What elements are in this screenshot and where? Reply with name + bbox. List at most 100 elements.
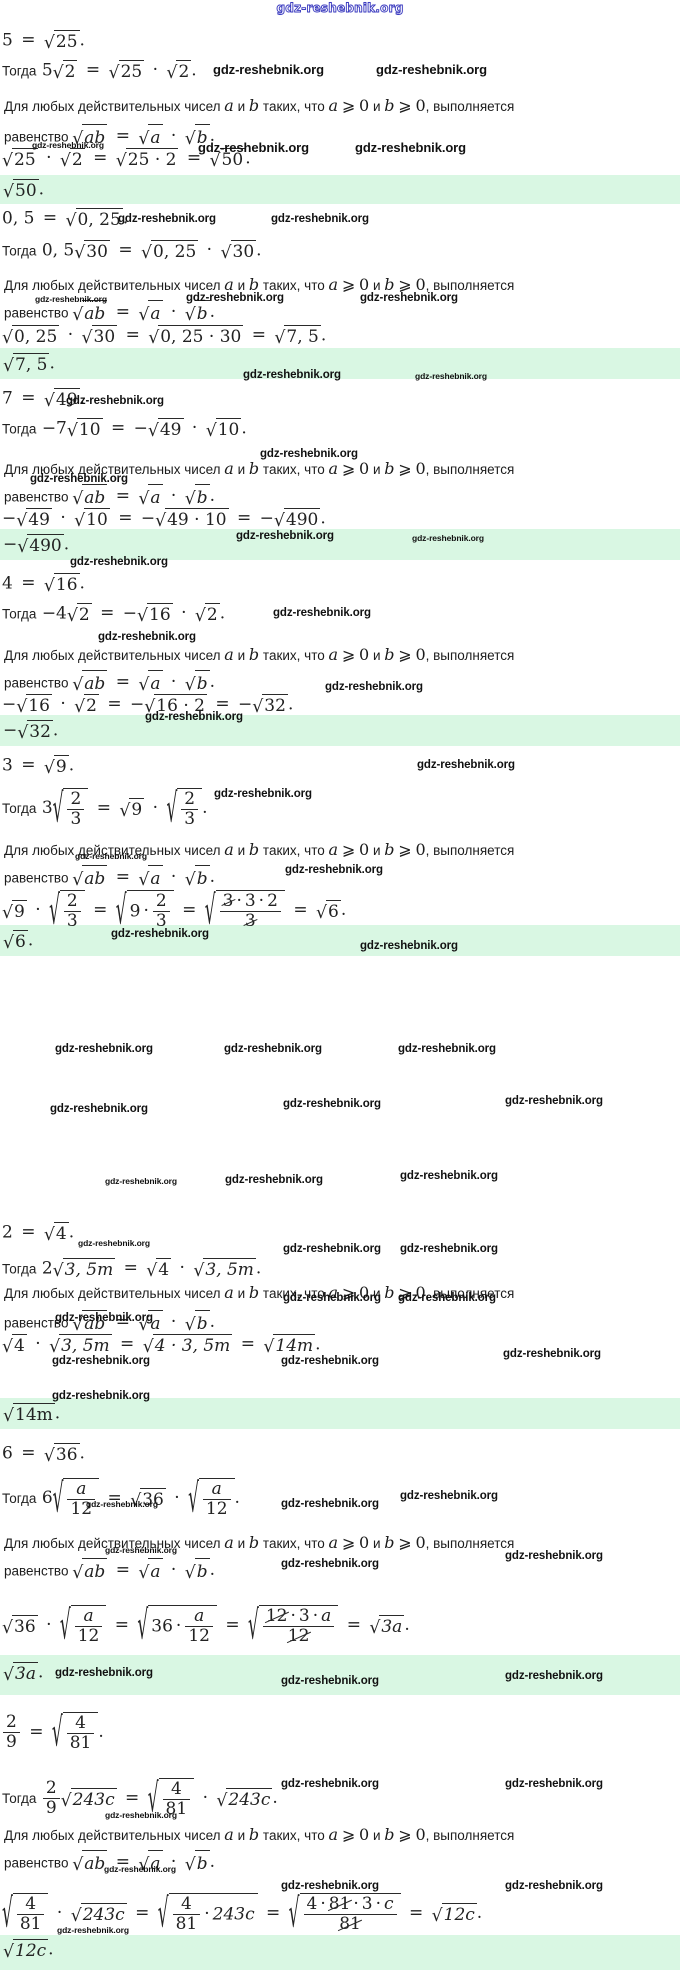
zero: 0	[358, 1283, 370, 1302]
eq-sign: =	[182, 899, 197, 920]
intro-lhs-4: 4	[2, 573, 13, 594]
eq-sign: =	[21, 30, 36, 51]
answer-value-5: √6.	[3, 930, 34, 954]
expand-num-5c: 2	[267, 891, 278, 911]
eq-sign: =	[266, 1902, 281, 1923]
dot-sign: ·	[143, 901, 149, 922]
rule-pre: Для любых действительных чисел	[4, 1286, 221, 1301]
work-sign-3c: −	[259, 508, 274, 529]
var-b: b	[248, 645, 260, 664]
work-b-2: 30	[91, 325, 118, 347]
work-result-5: 6	[325, 899, 341, 922]
togda-frac-num-7: a	[76, 1479, 87, 1499]
eq-sign: =	[110, 418, 126, 439]
work-frac-den-7b: 12	[185, 1626, 213, 1645]
watermark: gdz-reshebnik.org	[505, 1550, 603, 1562]
intro-radicand-2: 0, 25	[75, 208, 123, 230]
intro-lhs-1: 5	[2, 30, 13, 51]
answer-radicand-5: 6	[13, 930, 28, 952]
answer-band-1	[0, 175, 680, 204]
eq-sign: =	[115, 867, 130, 888]
zero: 0	[358, 840, 370, 859]
dot-sign: ·	[170, 1852, 177, 1873]
watermark: gdz-reshebnik.org	[86, 1499, 158, 1509]
answer-radicand-7: 3a	[15, 1664, 36, 1684]
rule-tail: , выполняется	[425, 1828, 515, 1843]
work-frac-num-7: a	[83, 1606, 94, 1626]
rule-tail: , выполняется	[425, 1536, 515, 1551]
work-frac-num-5: 2	[66, 891, 78, 911]
togda-rhs1-4: 16	[147, 603, 173, 625]
zero: 0	[415, 1825, 426, 1844]
eq-sign: =	[42, 208, 58, 229]
work-a-4: 16	[26, 694, 52, 716]
rule-and: и	[237, 1536, 246, 1551]
zero: 0	[358, 1533, 370, 1552]
togda-line-5: Тогда 3√ 2 3 = √9 · √ 2 3.	[2, 786, 208, 834]
togda-coef-2: 0, 5	[41, 240, 75, 261]
expand-num-7c: a	[321, 1606, 332, 1626]
var-a: a	[150, 1314, 161, 1334]
eq-sign: =	[215, 694, 230, 715]
ge-sign: ⩾	[398, 96, 412, 115]
togda-sign-3: −	[133, 418, 148, 439]
eq-sign: =	[237, 508, 252, 529]
intro-lhs-2: 0, 5	[2, 208, 35, 229]
work-line-1: √25 · √2 = √25 · 2 = √50.	[2, 148, 251, 172]
togda-label: Тогда	[2, 63, 37, 79]
eq-sign: =	[21, 1443, 36, 1464]
togda-label: Тогда	[2, 421, 37, 437]
rule-line-b-1: равенство √ab = √a · √b.	[2, 124, 215, 152]
var-b: b	[248, 1533, 260, 1552]
var-a: a	[328, 96, 339, 115]
dot-sign: ·	[56, 1902, 63, 1923]
watermark: gdz-reshebnik.org	[283, 1098, 381, 1110]
watermark: gdz-reshebnik.org	[198, 140, 309, 155]
work-line-4: −√16 · √2 = −√16 · 2 = −√32.	[2, 694, 294, 718]
var-a: a	[224, 96, 234, 115]
rule-tail: , выполняется	[425, 99, 515, 114]
rule-and: и	[237, 1828, 246, 1843]
eq-sign: =	[115, 126, 130, 147]
togda-rhs1-2: 0, 25	[151, 240, 199, 262]
zero: 0	[358, 1825, 370, 1844]
dot-sign: ·	[170, 126, 177, 147]
togda-sign-4: −	[122, 603, 138, 624]
answer-radicand-4: 32	[27, 720, 53, 742]
eq-sign: =	[85, 60, 101, 81]
togda-radicand-8b: 243c	[228, 1789, 271, 1810]
rule-tail: , выполняется	[425, 648, 515, 663]
intro-line-4: 4 = √16.	[2, 573, 85, 597]
rule-mid: таких, что	[262, 99, 325, 114]
rule-line-b-5: равенство √ab = √a · √b.	[2, 865, 215, 893]
work-a-5: 9	[12, 899, 27, 922]
rule-line-b-6: равенство √ab = √a · √b.	[2, 1310, 215, 1338]
answer-value-7: √3a.	[3, 1662, 44, 1686]
dot-sign: ·	[60, 694, 66, 715]
watermark: gdz-reshebnik.org	[243, 369, 341, 381]
answer-value-4: −√32.	[3, 720, 59, 744]
var-b: b	[384, 1825, 395, 1844]
rule-line-a-7: Для любых действительных чисел a и b так…	[2, 1533, 514, 1553]
var-b: b	[384, 840, 395, 859]
rule-and: и	[237, 99, 246, 114]
rule-and: и	[372, 648, 381, 663]
eq-sign: =	[21, 1222, 36, 1243]
var-a: a	[328, 1283, 339, 1302]
expand-num-5b: 3	[244, 891, 256, 911]
watermark: gdz-reshebnik.org	[104, 1864, 176, 1874]
work-line-3: −√49 · √10 = −√49 · 10 = −√490.	[2, 508, 326, 532]
rule-tail: , выполняется	[425, 462, 515, 477]
ge-sign: ⩾	[341, 645, 356, 664]
rule-eq-label: равенство	[4, 675, 69, 691]
ge-sign: ⩾	[398, 275, 412, 294]
eq-sign: =	[135, 1902, 150, 1923]
work-line-2: √0, 25 · √30 = √0, 25 · 30 = √7, 5.	[2, 325, 327, 349]
watermark: gdz-reshebnik.org	[281, 1498, 379, 1510]
togda-radicand-8: 243c	[72, 1789, 115, 1810]
dot-sign: ·	[170, 1560, 177, 1581]
work-b-1: 2	[69, 148, 85, 170]
togda-label: Тогда	[2, 1261, 37, 1277]
intro-radicand-7: 36	[53, 1443, 80, 1465]
work-sign-3b: −	[140, 508, 156, 529]
